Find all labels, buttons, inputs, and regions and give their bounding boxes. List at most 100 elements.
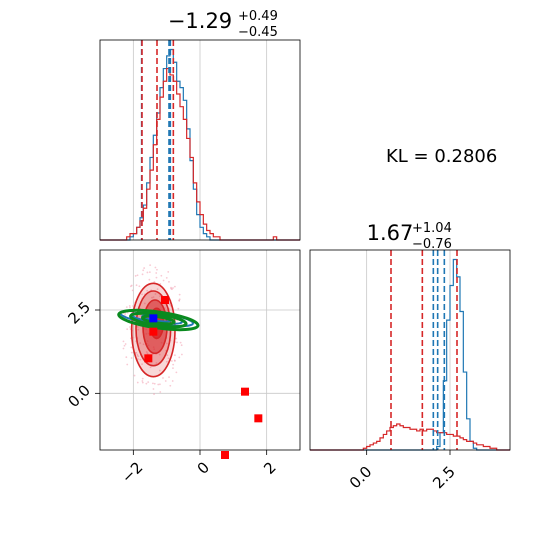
scatter-sample [175,371,178,374]
scatter-sample [132,336,135,339]
scatter-sample [123,344,126,347]
scatter-sample [139,342,142,344]
scatter-sample [176,341,178,344]
marker-point-6 [149,314,158,323]
scatter-sample [149,366,152,369]
scatter-sample [157,383,160,386]
scatter-sample [154,293,157,295]
scatter-sample [139,358,142,361]
scatter-sample [138,285,141,288]
marker-point-1 [144,354,153,363]
marker-point-4 [254,414,263,423]
scatter-sample [178,293,181,296]
scatter-sample [159,383,161,386]
scatter-sample [152,388,155,390]
scatter-sample [136,381,139,384]
scatter-sample [135,284,138,287]
scatter-sample [155,272,158,274]
scatter-sample [178,299,181,302]
scatter-sample [166,354,169,357]
histogram-series-1 [310,423,510,451]
scatter-sample [136,274,139,277]
scatter-sample [173,285,176,288]
scatter-sample [180,344,183,347]
scatter-sample [149,264,152,267]
scatter-sample [172,367,174,370]
green-contour-2 [140,314,176,326]
scatter-sample [130,284,133,287]
scatter-sample [165,360,168,363]
scatter-sample [129,326,131,328]
scatter-sample [165,342,168,345]
scatter-sample [137,328,140,331]
scatter-sample [133,374,136,377]
scatter-sample [141,377,144,380]
scatter-sample [130,346,133,349]
x2-title-lower: −0.76 [412,237,452,252]
scatter-sample [142,343,145,346]
scatter-sample [129,306,131,309]
scatter-sample [158,353,161,356]
scatter-sample [172,363,175,366]
scatter-sample [141,293,143,296]
scatter-sample [155,362,158,364]
scatter-sample [122,340,125,343]
scatter-sample [137,355,140,358]
scatter-sample [178,298,181,301]
marginal-histogram-x2: 0.0 2.5 1.67 +1.04 −0.76 [309,221,511,492]
axes-frame [309,249,511,451]
scatter-sample [175,337,178,340]
scatter-sample [168,280,170,283]
joint-contour-panel: −2 0 2 0.0 2.5 [64,249,301,487]
scatter-sample [167,271,170,273]
x1-title-median: −1.29 [168,9,232,33]
scatter-sample [172,287,174,289]
scatter-sample [131,289,134,292]
scatter-sample [141,273,144,276]
x1-title: −1.29 [168,9,232,33]
axes-frame [99,39,301,241]
x2-title-median: 1.67 [367,221,414,245]
scatter-sample [169,384,172,387]
scatter-sample [122,347,125,350]
scatter-sample [141,363,143,365]
scatter-sample [146,289,149,292]
scatter-sample [177,307,180,310]
scatter-sample [154,266,157,269]
x-tick-label: −2 [118,458,146,486]
kl-annotation: KL = 0.2806 [386,146,498,167]
scatter-sample [152,296,155,298]
scatter-sample [170,287,173,290]
scatter-sample [155,276,158,279]
scatter-sample [137,358,139,360]
scatter-sample [153,393,155,395]
scatter-sample [125,306,128,309]
scatter-sample [168,376,170,378]
scatter-sample [171,380,174,382]
scatter-sample [162,377,164,379]
marker-point-3 [241,387,249,396]
scatter-sample [165,276,168,279]
scatter-sample [143,302,146,305]
scatter-sample [132,305,134,307]
scatter-sample [156,288,159,291]
x2-title-upper: +1.04 [412,221,452,236]
scatter-sample [159,391,162,393]
scatter-sample [153,382,156,385]
scatter-sample [152,382,154,385]
scatter-sample [126,363,129,366]
scatter-sample [130,357,133,359]
scatter-sample [174,354,176,357]
scatter-sample [160,274,163,277]
scatter-sample [147,381,150,384]
histogram-series-0 [310,258,510,451]
scatter-sample [141,380,144,382]
scatter-sample [143,267,146,269]
x-tick-label: 0 [194,458,213,477]
scatter-sample [164,380,167,382]
scatter-sample [128,304,131,307]
marker-point-0 [161,296,169,304]
scatter-sample [159,283,162,285]
marker-point-5 [221,451,229,459]
